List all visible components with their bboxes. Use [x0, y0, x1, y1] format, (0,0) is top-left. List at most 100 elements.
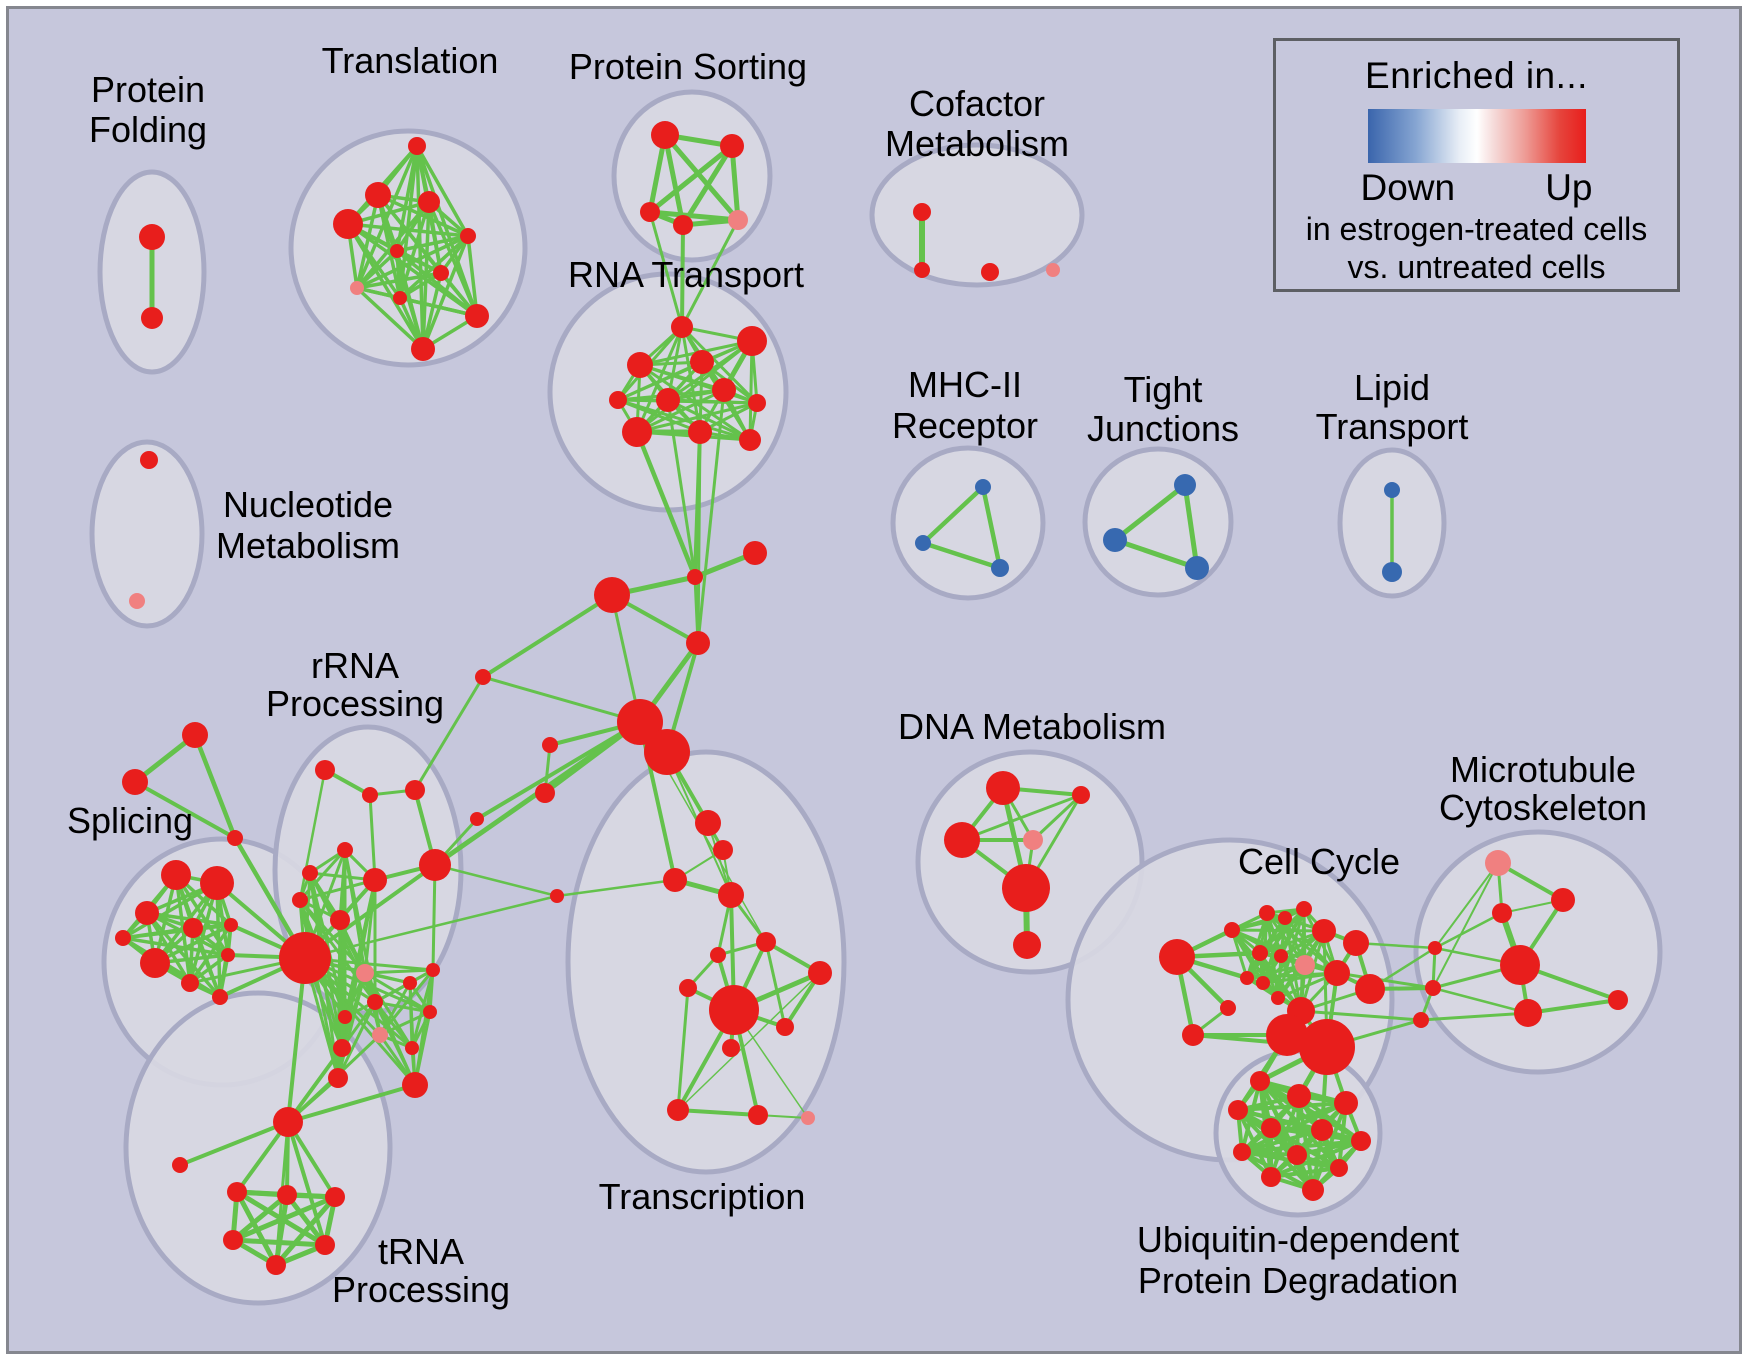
node-tn3: [663, 868, 687, 892]
cluster-tight-junctions: [1082, 446, 1234, 598]
node-tr6: [390, 244, 404, 258]
label-cell-cycle: Cell Cycle: [1238, 841, 1400, 882]
edge-rr13-rr20: [336, 1000, 377, 1080]
node-cc6: [1252, 945, 1268, 961]
edge-tr5-tr9: [398, 234, 470, 300]
node-rt2: [737, 326, 767, 356]
node-tn12: [667, 1099, 689, 1121]
edge-ps1-ps4: [662, 132, 686, 228]
node-dm2: [1072, 786, 1090, 804]
label-splicing: Splicing: [67, 800, 193, 841]
edge-tp2-tp5: [284, 1192, 328, 1248]
edge-hub1-rr19: [303, 956, 417, 1087]
edge-cc5-cc9: [1230, 928, 1249, 980]
node-st1: [182, 722, 208, 748]
node-mh2: [915, 535, 931, 551]
edge-sp2-sp10: [121, 881, 219, 940]
edge-tn7-tn12: [677, 972, 821, 1111]
edge-rr13-rr18: [373, 1000, 414, 1050]
edge-tr6-tr8: [355, 249, 399, 290]
edge-tph-tp5: [286, 1120, 327, 1247]
edge-tr5-tr6: [395, 234, 470, 253]
edge-cc5-cc10: [1230, 928, 1326, 933]
node-ps4: [673, 215, 693, 235]
edge-mh1-mh3: [980, 484, 1003, 571]
node-rr18: [405, 1041, 419, 1055]
label-rna-transport: RNA Transport: [568, 254, 804, 295]
node-rr13: [367, 994, 383, 1010]
edge-tr1-tr10: [415, 144, 479, 318]
edge-sp5-sp10: [121, 923, 233, 940]
node-rr2: [362, 787, 378, 803]
node-tr4: [333, 209, 363, 239]
node-tp2: [277, 1185, 297, 1205]
node-tph: [273, 1107, 303, 1137]
node-dm5: [1002, 864, 1050, 912]
edge-ps3-ps5: [647, 209, 741, 223]
edge-sp5-sp8: [188, 923, 233, 985]
node-rr1: [315, 760, 335, 780]
node-ps5: [728, 210, 748, 230]
node-cc8: [1295, 955, 1315, 975]
node-rr10: [356, 964, 374, 982]
edge-ps5-rt1: [680, 218, 740, 329]
node-c1: [687, 569, 703, 585]
edge-b1-c4: [481, 675, 642, 724]
edge-rr13-rr19: [373, 1000, 417, 1087]
node-tp4: [223, 1230, 243, 1250]
edge-rr13-rr15: [373, 1000, 432, 1014]
label-dna-metabolism: DNA Metabolism: [898, 706, 1166, 747]
node-rr3: [405, 780, 425, 800]
node-mt1: [1485, 850, 1511, 876]
edge-ps2-ps3: [647, 143, 735, 215]
node-mb1: [1428, 941, 1442, 955]
node-sp1: [161, 860, 191, 890]
edge-rt5-c1: [666, 398, 697, 579]
label-mhc-ii-receptor: MHC-II Receptor: [892, 364, 1038, 446]
edge-tp3-tp4: [230, 1194, 338, 1243]
cluster-transcription: [565, 749, 847, 1175]
edge-dm2-dm3: [960, 793, 1083, 842]
node-cc20: [1278, 911, 1292, 925]
edge-rt9-c3: [696, 430, 702, 645]
node-sp4: [183, 918, 203, 938]
node-mt3: [1492, 903, 1512, 923]
label-cofactor-metabolism: Cofactor Metabolism: [885, 83, 1069, 164]
edge-tr4-tr5: [346, 222, 470, 238]
node-hub1: [279, 932, 331, 984]
node-sp5: [224, 918, 238, 932]
node-tr9: [393, 291, 407, 305]
node-tr11: [411, 337, 435, 361]
node-tr7: [433, 265, 449, 281]
edge-rr10-rr20: [336, 971, 367, 1080]
node-rr15: [423, 1005, 437, 1019]
legend-box: Enriched in... Down Up in estrogen-treat…: [1273, 38, 1680, 292]
node-sp2: [200, 866, 234, 900]
edge-rt7-rt8: [635, 401, 759, 434]
edge-tn12-tn13: [676, 1108, 760, 1117]
node-sp6: [140, 948, 170, 978]
node-tp5: [315, 1235, 335, 1255]
node-st3: [227, 830, 243, 846]
node-tn9: [709, 985, 759, 1035]
node-st2: [122, 769, 148, 795]
node-rr7: [419, 849, 451, 881]
edge-tr7-tr11: [421, 271, 443, 351]
node-dm6: [1013, 931, 1041, 959]
edge-rr13-rr17: [340, 1000, 377, 1050]
node-rr12: [426, 963, 440, 977]
node-cc9: [1240, 971, 1254, 985]
node-tpi: [172, 1157, 188, 1173]
node-rr14: [338, 1010, 352, 1024]
node-tr5: [460, 228, 476, 244]
node-cc2: [1182, 1024, 1204, 1046]
node-rr17: [333, 1039, 351, 1057]
node-rr4: [337, 842, 353, 858]
edge-rr7-rr12: [431, 863, 437, 972]
edge-ps2-ps5: [729, 143, 741, 223]
edge-rr12-rr16: [378, 968, 435, 1037]
node-ps2: [720, 134, 744, 158]
edge-tr6-tr7: [395, 249, 443, 275]
node-cc1: [1159, 939, 1195, 975]
